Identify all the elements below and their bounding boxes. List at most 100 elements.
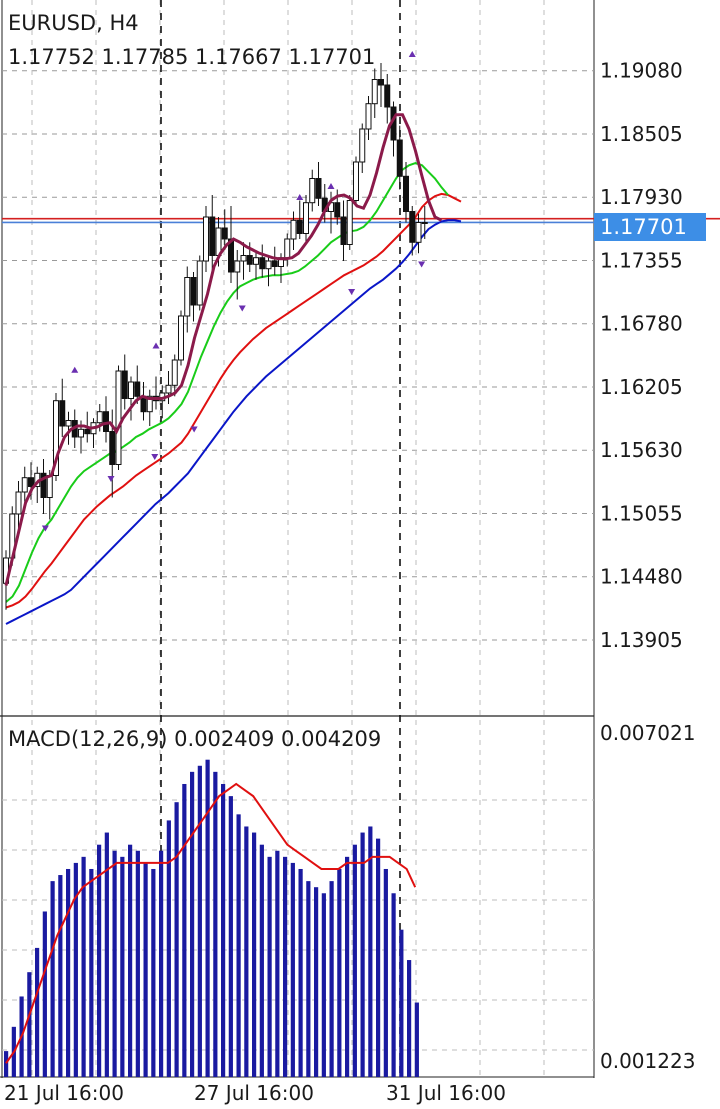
macd-histogram-bar: [376, 838, 381, 1077]
macd-histogram-bar: [50, 881, 55, 1077]
macd-signal-line: [5, 782, 417, 1064]
macd-max-label: 0.007021: [600, 721, 695, 745]
fractal-down-marker: [348, 289, 356, 295]
ma-green-line: [5, 162, 449, 603]
candle-body: [190, 277, 197, 306]
fractal-down-marker: [151, 454, 159, 460]
candle-body: [65, 420, 72, 427]
candle-body: [165, 384, 172, 394]
macd-histogram-bar: [190, 771, 195, 1077]
candle-body: [365, 103, 372, 130]
macd-histogram-bar: [120, 856, 125, 1077]
price-tick-label: 1.18505: [600, 122, 683, 146]
candle-body: [78, 428, 84, 438]
macd-histogram-bar: [352, 844, 357, 1077]
candle-body: [346, 200, 353, 245]
fractal-down-marker: [190, 426, 198, 433]
candle-body: [240, 255, 247, 262]
ma-blue-line: [5, 219, 462, 625]
candle-body: [21, 477, 28, 493]
macd-histogram-bar: [298, 868, 303, 1077]
price-tick-label: 1.19080: [600, 59, 683, 83]
candle-body: [421, 222, 428, 224]
candle-body: [53, 400, 59, 477]
candle-body: [334, 202, 341, 218]
macd-histogram-bar: [4, 1051, 9, 1077]
candle-body: [290, 219, 297, 240]
macd-histogram-bar: [104, 832, 109, 1077]
candle-body: [134, 381, 141, 397]
candle-body: [415, 222, 422, 243]
fractal-down-marker: [418, 261, 426, 268]
macd-histogram-bar: [252, 832, 257, 1077]
macd-histogram-bar: [236, 814, 241, 1077]
macd-histogram-bar: [360, 832, 365, 1077]
candle-body: [296, 219, 303, 235]
macd-histogram-bar: [128, 844, 133, 1077]
macd-histogram-bar: [221, 783, 226, 1077]
macd-histogram-bar: [345, 856, 350, 1077]
price-tick-label: 1.16205: [600, 375, 683, 399]
macd-histogram-bar: [58, 875, 63, 1077]
candle-body: [378, 79, 384, 86]
candle-body: [403, 175, 409, 213]
candle-body: [171, 359, 178, 386]
candle-body: [96, 411, 103, 424]
macd-histogram-bar: [143, 862, 148, 1077]
macd-histogram-bar: [290, 862, 295, 1077]
macd-histogram-bar: [159, 850, 164, 1077]
price-tick-label: 1.13905: [600, 628, 683, 652]
macd-histogram-bar: [228, 796, 233, 1077]
macd-histogram-bar: [135, 850, 140, 1077]
candle-body: [253, 257, 259, 265]
candle-body: [46, 475, 53, 498]
fractal-up-marker: [152, 342, 160, 349]
x-tick-label-3: 31 Jul 16:00: [386, 1081, 506, 1105]
macd-histogram-bar: [267, 856, 272, 1077]
candle-body: [384, 84, 391, 108]
fractal-up-marker: [327, 183, 335, 189]
candle-body: [409, 211, 416, 243]
candle-body: [265, 260, 272, 270]
macd-histogram-bar: [66, 868, 71, 1077]
candle-body: [84, 428, 91, 435]
fractal-down-marker: [107, 476, 115, 482]
macd-histogram-bar: [314, 887, 319, 1077]
macd-histogram-bar: [89, 868, 94, 1077]
candle-body: [303, 202, 309, 234]
macd-histogram-bar: [407, 960, 412, 1077]
fractal-down-marker: [41, 525, 49, 532]
x-tick-label-2: 27 Jul 16:00: [194, 1081, 314, 1105]
candle-body: [228, 238, 234, 273]
candle-body: [284, 238, 291, 259]
x-tick-label-1: 21 Jul 16:00: [4, 1081, 124, 1105]
macd-histogram-bar: [174, 802, 179, 1077]
candle-body: [184, 277, 191, 317]
ma-red-line: [5, 192, 462, 609]
price-tick-label: 1.17355: [600, 248, 683, 272]
macd-histogram-bar: [283, 856, 288, 1077]
macd-histogram-bar: [244, 826, 249, 1077]
macd-label: MACD(12,26,9) 0.002409 0.004209: [8, 727, 381, 751]
candle-body: [246, 255, 253, 265]
ma-short-line: [4, 113, 443, 586]
price-tick-label: 1.16780: [600, 312, 683, 336]
candle-body: [178, 315, 184, 361]
candle-body: [115, 370, 122, 465]
ohlc-label: 1.17752 1.17785 1.17667 1.17701: [8, 45, 375, 69]
price-tick-label: 1.14480: [600, 565, 683, 589]
candle-body: [315, 178, 322, 199]
price-tick-label: 1.15055: [600, 501, 683, 525]
candle-body: [15, 491, 22, 515]
candle-body: [396, 139, 403, 177]
candle-body: [271, 260, 278, 267]
candle-body: [234, 260, 241, 273]
macd-histogram-bar: [213, 771, 218, 1077]
macd-histogram-bar: [337, 868, 342, 1077]
macd-histogram-bar: [329, 881, 334, 1077]
macd-histogram-bar: [414, 1002, 419, 1077]
candle-body: [203, 216, 209, 262]
macd-histogram-bar: [275, 850, 280, 1077]
candle-body: [259, 257, 266, 270]
